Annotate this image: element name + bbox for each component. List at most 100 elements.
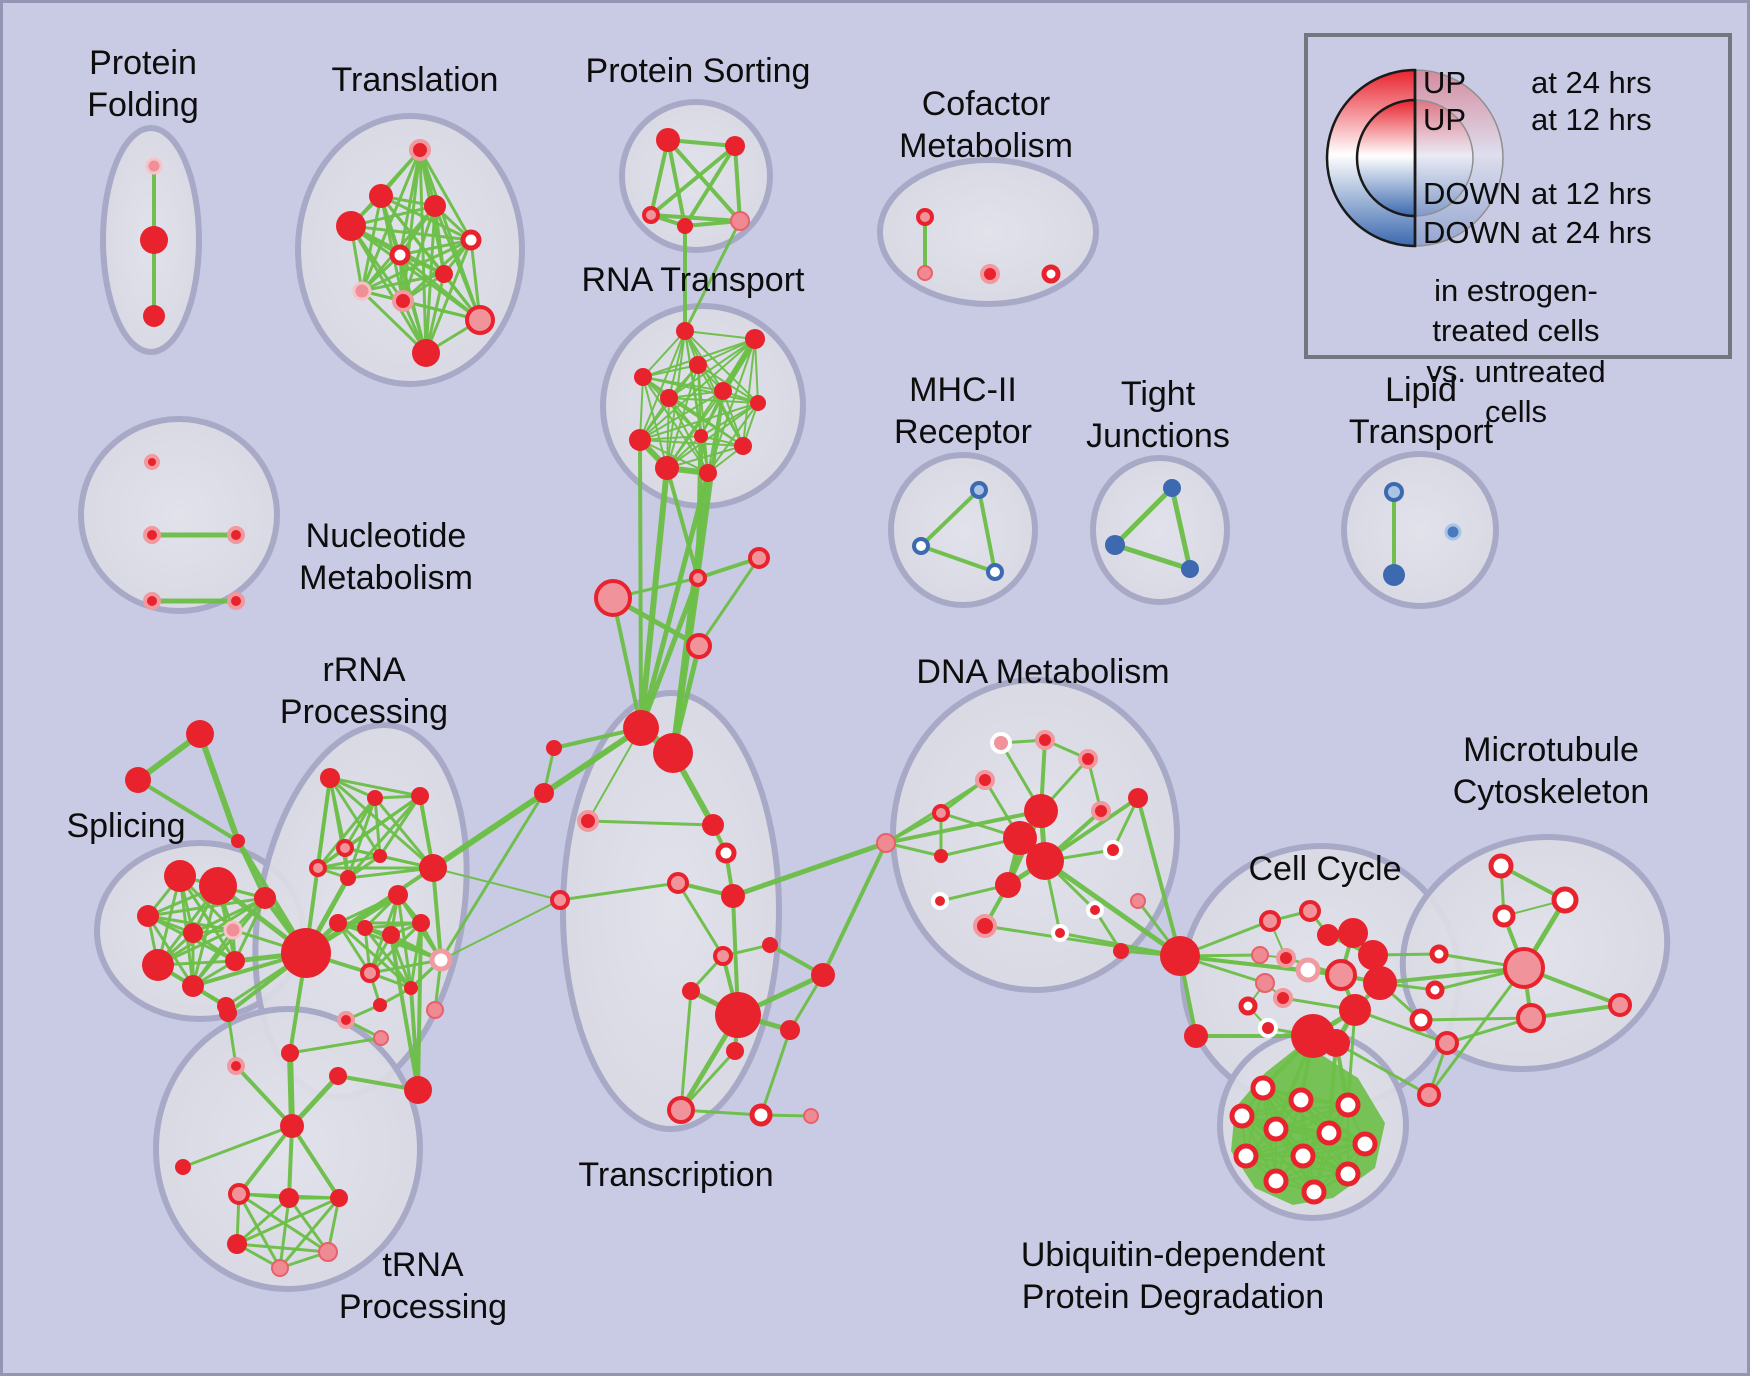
- network-node[interactable]: [677, 218, 693, 234]
- network-node[interactable]: [389, 244, 411, 266]
- network-node[interactable]: [352, 281, 372, 301]
- network-node[interactable]: [320, 768, 340, 788]
- network-node[interactable]: [1409, 1008, 1433, 1032]
- network-node[interactable]: [465, 305, 495, 335]
- network-node[interactable]: [1233, 1143, 1259, 1169]
- network-node[interactable]: [714, 382, 732, 400]
- network-node[interactable]: [1103, 840, 1123, 860]
- network-node[interactable]: [228, 1183, 250, 1205]
- network-node[interactable]: [143, 526, 161, 544]
- network-node[interactable]: [1258, 1018, 1278, 1038]
- network-node[interactable]: [1295, 957, 1321, 983]
- network-node[interactable]: [164, 860, 196, 892]
- network-node[interactable]: [721, 884, 745, 908]
- network-node[interactable]: [1425, 980, 1445, 1000]
- network-node[interactable]: [199, 867, 237, 905]
- network-node[interactable]: [182, 975, 204, 997]
- network-node[interactable]: [1026, 842, 1064, 880]
- network-node[interactable]: [1041, 264, 1061, 284]
- network-node[interactable]: [1128, 788, 1148, 808]
- network-node[interactable]: [404, 981, 418, 995]
- network-node[interactable]: [655, 456, 679, 480]
- network-node[interactable]: [280, 1114, 304, 1138]
- network-node[interactable]: [986, 563, 1004, 581]
- network-node[interactable]: [676, 322, 694, 340]
- network-node[interactable]: [1363, 966, 1397, 1000]
- network-node[interactable]: [1003, 821, 1037, 855]
- network-node[interactable]: [1417, 1083, 1441, 1107]
- network-node[interactable]: [970, 481, 988, 499]
- network-node[interactable]: [279, 1188, 299, 1208]
- network-node[interactable]: [329, 914, 347, 932]
- network-node[interactable]: [183, 923, 203, 943]
- network-node[interactable]: [1608, 993, 1632, 1017]
- network-node[interactable]: [219, 1004, 237, 1022]
- network-node[interactable]: [916, 208, 934, 226]
- network-node[interactable]: [1035, 730, 1055, 750]
- network-node[interactable]: [702, 814, 724, 836]
- network-node[interactable]: [694, 429, 708, 443]
- network-node[interactable]: [412, 339, 440, 367]
- network-node[interactable]: [411, 787, 429, 805]
- network-node[interactable]: [1290, 1143, 1316, 1169]
- network-node[interactable]: [1288, 1087, 1314, 1113]
- network-node[interactable]: [225, 951, 245, 971]
- network-node[interactable]: [1339, 994, 1371, 1026]
- network-node[interactable]: [1435, 1031, 1459, 1055]
- network-node[interactable]: [1384, 482, 1404, 502]
- network-node[interactable]: [534, 783, 554, 803]
- network-node[interactable]: [1338, 918, 1368, 948]
- network-node[interactable]: [137, 905, 159, 927]
- network-node[interactable]: [623, 710, 659, 746]
- network-node[interactable]: [435, 265, 453, 283]
- network-node[interactable]: [1516, 1003, 1546, 1033]
- network-node[interactable]: [995, 872, 1021, 898]
- network-node[interactable]: [186, 720, 214, 748]
- network-node[interactable]: [1276, 948, 1296, 968]
- network-node[interactable]: [715, 842, 737, 864]
- network-node[interactable]: [373, 849, 387, 863]
- network-node[interactable]: [713, 946, 733, 966]
- network-node[interactable]: [412, 914, 430, 932]
- network-node[interactable]: [382, 926, 400, 944]
- network-node[interactable]: [1091, 801, 1111, 821]
- network-node[interactable]: [749, 1103, 773, 1127]
- network-node[interactable]: [373, 998, 387, 1012]
- network-node[interactable]: [1113, 943, 1129, 959]
- network-node[interactable]: [392, 290, 414, 312]
- network-node[interactable]: [934, 849, 948, 863]
- network-node[interactable]: [1078, 749, 1098, 769]
- network-node[interactable]: [594, 579, 632, 617]
- network-node[interactable]: [1160, 936, 1200, 976]
- network-node[interactable]: [550, 890, 570, 910]
- network-node[interactable]: [281, 1044, 299, 1062]
- network-node[interactable]: [686, 633, 712, 659]
- network-node[interactable]: [762, 937, 778, 953]
- network-node[interactable]: [373, 1030, 389, 1046]
- network-node[interactable]: [1163, 479, 1181, 497]
- network-node[interactable]: [360, 963, 380, 983]
- network-node[interactable]: [426, 1001, 444, 1019]
- network-node[interactable]: [340, 870, 356, 886]
- network-node[interactable]: [748, 547, 770, 569]
- network-node[interactable]: [546, 740, 562, 756]
- network-node[interactable]: [1024, 794, 1058, 828]
- network-node[interactable]: [1335, 1092, 1361, 1118]
- network-node[interactable]: [1551, 886, 1579, 914]
- network-node[interactable]: [642, 206, 660, 224]
- network-node[interactable]: [1325, 959, 1357, 991]
- network-node[interactable]: [1301, 1179, 1327, 1205]
- network-node[interactable]: [337, 1011, 355, 1029]
- network-node[interactable]: [227, 1234, 247, 1254]
- network-node[interactable]: [730, 211, 750, 231]
- network-node[interactable]: [629, 429, 651, 451]
- network-node[interactable]: [667, 1096, 695, 1124]
- network-node[interactable]: [750, 395, 766, 411]
- network-node[interactable]: [634, 368, 652, 386]
- network-node[interactable]: [975, 770, 995, 790]
- network-node[interactable]: [1273, 988, 1293, 1008]
- network-node[interactable]: [429, 948, 453, 972]
- network-node[interactable]: [912, 537, 930, 555]
- network-node[interactable]: [1316, 1120, 1342, 1146]
- network-node[interactable]: [917, 265, 933, 281]
